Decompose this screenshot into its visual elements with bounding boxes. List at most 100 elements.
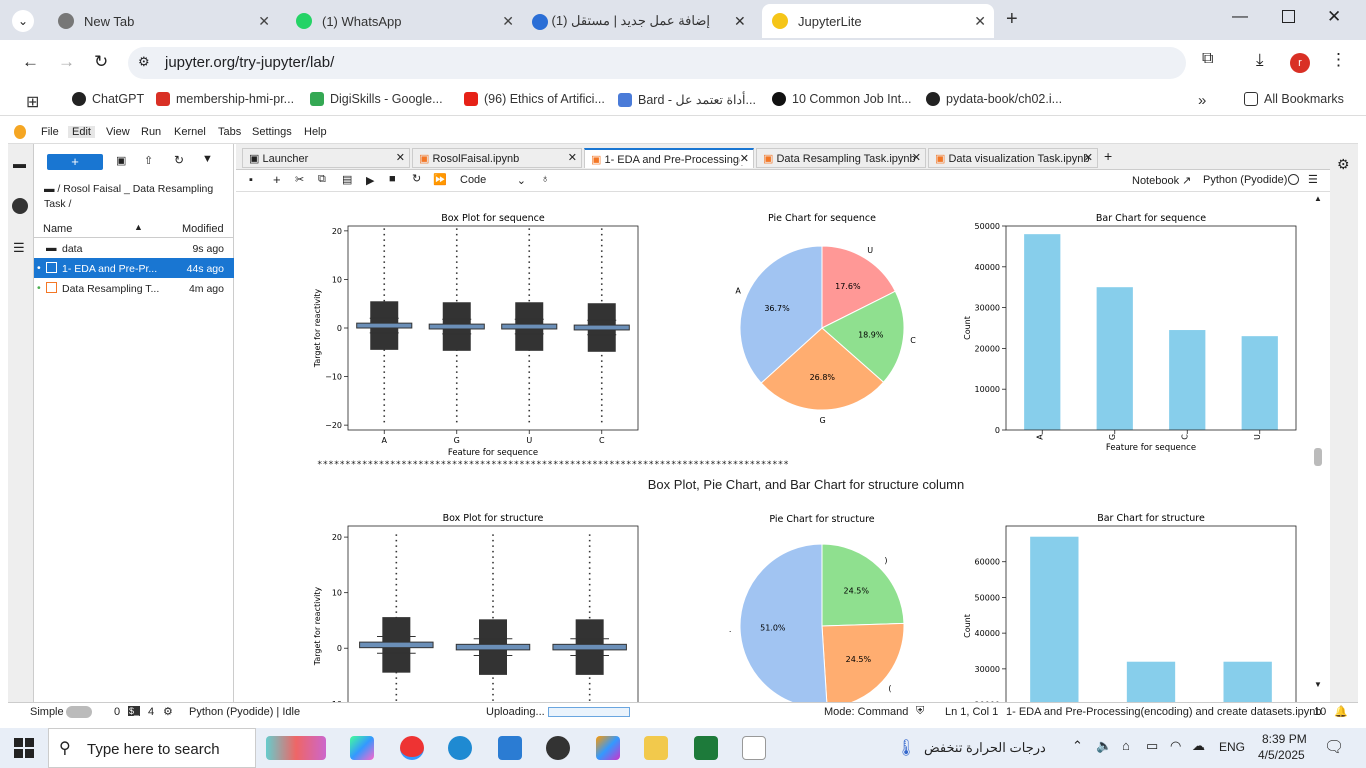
back-arrow-icon[interactable]: ←	[22, 52, 39, 71]
new-tab-button[interactable]: +	[1006, 8, 1018, 30]
restart-icon[interactable]: ↻	[412, 173, 422, 185]
name-column-header[interactable]: Name	[43, 223, 73, 235]
vscode-icon[interactable]	[498, 736, 522, 760]
minimize-button[interactable]: —	[1232, 8, 1248, 25]
add-cell-icon[interactable]: +	[273, 172, 281, 187]
file-row[interactable]: ▬ data 9s ago	[34, 238, 234, 258]
scroll-up-icon[interactable]: ▲	[1314, 194, 1322, 203]
menu-view[interactable]: View	[106, 126, 130, 138]
toc-icon[interactable]: ☰	[13, 240, 25, 255]
cursor-position[interactable]: Ln 1, Col 1	[945, 706, 999, 718]
excel-icon[interactable]	[694, 736, 718, 760]
kernel-status[interactable]: Python (Pyodide) | Idle	[189, 706, 301, 718]
battery-icon[interactable]: ▭	[1146, 738, 1159, 753]
cut-icon[interactable]: ✂	[295, 174, 305, 186]
tab-eda[interactable]: ▣ 1- EDA and Pre-Processing(e ✕	[584, 148, 754, 168]
file-row-selected[interactable]: • 1- EDA and Pre-Pr... 44s ago	[34, 258, 234, 278]
save-icon[interactable]: ▪	[249, 174, 253, 186]
run-icon[interactable]: ▶	[366, 175, 375, 187]
close-icon[interactable]: ✕	[974, 12, 986, 29]
bookmark-github[interactable]: pydata-book/ch02.i...	[926, 92, 1062, 106]
menu-kernel[interactable]: Kernel	[174, 126, 206, 138]
tab-rosolfaisal[interactable]: ▣ RosolFaisal.ipynb ✕	[412, 148, 582, 168]
file-explorer-icon[interactable]	[644, 736, 668, 760]
notifications-icon[interactable]: 🗨	[1324, 739, 1345, 756]
downloads-icon[interactable]: ⤓	[1256, 50, 1264, 69]
debugger-icon[interactable]: ♁	[541, 173, 550, 185]
close-window-button[interactable]: ✕	[1327, 7, 1342, 26]
kernel-name[interactable]: Python (Pyodide)	[1203, 174, 1288, 186]
tab-data-visualization[interactable]: ▣ Data visualization Task.ipynb ✕	[928, 148, 1098, 168]
weather-text[interactable]: درجات الحرارة تنخفض	[924, 740, 1046, 755]
chrome-icon[interactable]	[400, 736, 424, 760]
volume-icon[interactable]: 🔈	[1096, 738, 1113, 753]
network-icon[interactable]: ⌂	[1122, 738, 1130, 753]
refresh-icon[interactable]: ↻	[174, 153, 185, 167]
file-row[interactable]: • Data Resampling T... 4m ago	[34, 278, 234, 298]
close-icon[interactable]: ✕	[911, 152, 921, 164]
reload-icon[interactable]: ↻	[94, 52, 109, 71]
menu-tabs[interactable]: Tabs	[218, 126, 242, 138]
bookmark-digiskills[interactable]: DigiSkills - Google...	[310, 92, 443, 106]
taskbar-search[interactable]: ⚲ Type here to search	[48, 728, 256, 768]
tab-new-tab[interactable]: New Tab ✕	[48, 6, 278, 36]
menu-kebab-icon[interactable]: ⋮	[1330, 50, 1347, 69]
wifi-icon[interactable]: ◠	[1170, 738, 1182, 753]
maximize-button[interactable]	[1282, 10, 1295, 23]
clock-app-icon[interactable]	[546, 736, 570, 760]
simple-mode-toggle[interactable]	[66, 706, 92, 718]
close-icon[interactable]: ✕	[734, 12, 746, 29]
site-info-icon[interactable]: ⚙	[138, 54, 150, 69]
mode-indicator[interactable]: Mode: Command	[824, 706, 909, 718]
document-icon[interactable]	[742, 736, 766, 760]
menu-settings[interactable]: Settings	[252, 126, 292, 138]
paste-icon[interactable]: ▤	[342, 174, 353, 186]
easter-eggs-icon[interactable]	[266, 736, 326, 760]
bookmark-youtube[interactable]: (96) Ethics of Artifici...	[464, 92, 605, 106]
stop-icon[interactable]: ■	[389, 173, 396, 185]
language-indicator[interactable]: ENG	[1219, 740, 1246, 754]
cell-type-select[interactable]: Code ⌄	[460, 174, 526, 187]
close-icon[interactable]: ✕	[1083, 152, 1093, 164]
tab-whatsapp[interactable]: (1) WhatsApp ✕	[286, 6, 522, 36]
profile-avatar[interactable]: r	[1290, 53, 1310, 73]
settings-gear-icon[interactable]: ⚙	[1337, 156, 1350, 172]
tab-jupyterlite[interactable]: JupyterLite ✕	[762, 4, 994, 38]
menu-run[interactable]: Run	[141, 126, 162, 138]
new-folder-icon[interactable]: ▣	[116, 155, 127, 167]
tray-chevron-icon[interactable]: ⌃	[1072, 738, 1083, 753]
clock-time[interactable]: 8:39 PM	[1262, 732, 1307, 746]
copy-icon[interactable]: ⧉	[318, 173, 326, 185]
close-icon[interactable]: ✕	[739, 152, 749, 165]
edge-icon[interactable]	[448, 736, 472, 760]
upload-icon[interactable]: ⇧	[144, 155, 154, 167]
filter-icon[interactable]: ▼	[202, 153, 213, 165]
extensions-icon[interactable]: ⧉	[1202, 50, 1214, 67]
notification-bell-icon[interactable]: 🔔	[1334, 706, 1348, 718]
forward-arrow-icon[interactable]: →	[58, 52, 75, 71]
add-tab-icon[interactable]: +	[1104, 148, 1113, 164]
breadcrumb[interactable]: ▬ / Rosol Faisal _ Data Resampling Task …	[44, 182, 224, 212]
m365-icon[interactable]	[596, 736, 620, 760]
modified-column-header[interactable]: Modified	[182, 223, 224, 235]
clock-date[interactable]: 4/5/2025	[1258, 748, 1305, 762]
bookmark-chatgpt[interactable]: ChatGPT	[72, 92, 144, 106]
menu-help[interactable]: Help	[304, 126, 327, 138]
tab-data-resampling[interactable]: ▣ Data Resampling Task.ipynb ✕	[756, 148, 926, 168]
bookmark-hbr[interactable]: 10 Common Job Int...	[772, 92, 912, 106]
running-kernels-icon[interactable]	[12, 198, 28, 214]
new-launcher-button[interactable]: +	[47, 154, 103, 170]
all-bookmarks[interactable]: All Bookmarks	[1244, 92, 1344, 106]
tab-search-icon[interactable]: ⌄	[12, 10, 34, 32]
run-all-icon[interactable]: ⏩	[433, 174, 447, 186]
bookmark-membership[interactable]: membership-hmi-pr...	[156, 92, 294, 106]
notebook-link[interactable]: Notebook ↗	[1132, 175, 1192, 187]
tab-launcher[interactable]: ▣ Launcher ✕	[242, 148, 410, 168]
apps-grid-icon[interactable]: ⊞	[26, 94, 40, 111]
close-icon[interactable]: ✕	[258, 12, 270, 29]
menu-file[interactable]: File	[41, 126, 59, 138]
close-icon[interactable]: ✕	[502, 12, 514, 29]
more-bookmarks-icon[interactable]: »	[1198, 92, 1207, 109]
tab-mostaql[interactable]: إضافة عمل جديد | مستقل (1) ✕	[524, 6, 756, 36]
cloud-icon[interactable]: ☁	[1192, 738, 1205, 753]
